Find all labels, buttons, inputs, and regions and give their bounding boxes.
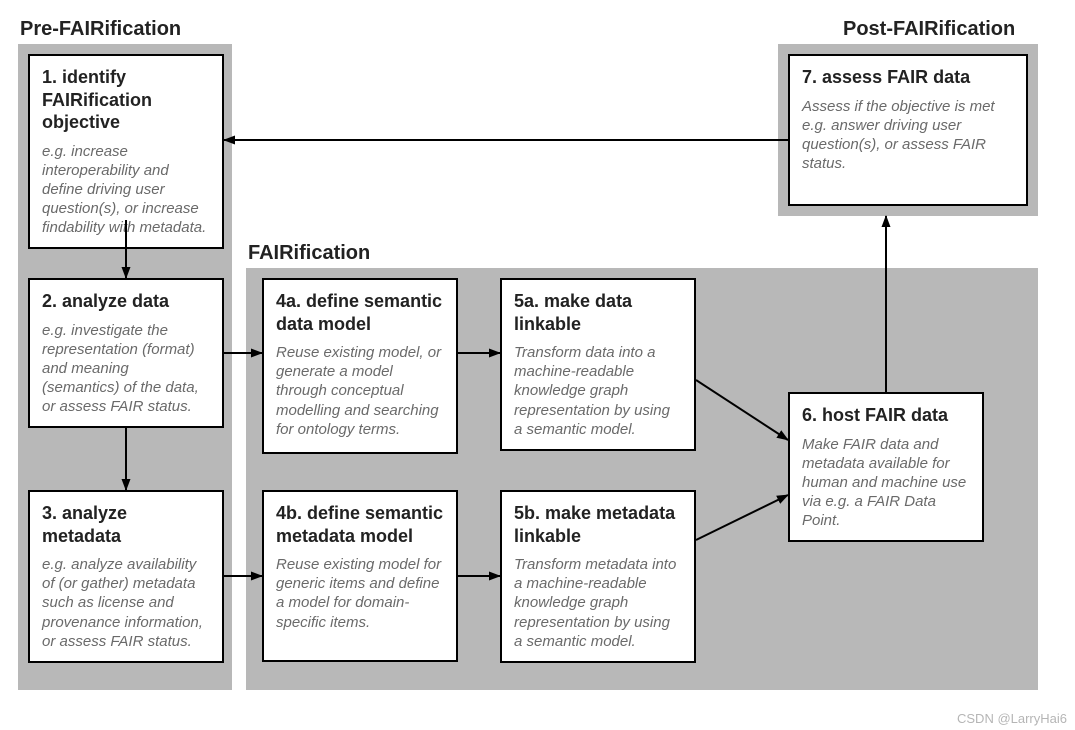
node-4b-semantic-metadata-model: 4b. define semantic metadata model Reuse…: [262, 490, 458, 662]
node-4a-semantic-data-model: 4a. define semantic data model Reuse exi…: [262, 278, 458, 454]
post-fairification-label: Post-FAIRification: [843, 18, 1015, 41]
node-desc: Assess if the objective is met e.g. answ…: [802, 97, 1014, 174]
fairification-label: FAIRification: [248, 242, 370, 265]
node-1-identify-objective: 1. identify FAIRification objective e.g.…: [28, 54, 224, 249]
node-3-analyze-metadata: 3. analyze metadata e.g. analyze availab…: [28, 490, 224, 663]
node-5b-make-metadata-linkable: 5b. make metadata linkable Transform met…: [500, 490, 696, 663]
node-desc: e.g. investigate the representation (for…: [42, 321, 210, 417]
node-desc: Transform metadata into a machine-readab…: [514, 555, 682, 651]
pre-fairification-label: Pre-FAIRification: [20, 18, 181, 41]
node-2-analyze-data: 2. analyze data e.g. investigate the rep…: [28, 278, 224, 428]
node-title: 5a. make data linkable: [514, 290, 682, 335]
node-title: 4a. define semantic data model: [276, 290, 444, 335]
node-title: 4b. define semantic metadata model: [276, 502, 444, 547]
node-title: 2. analyze data: [42, 290, 210, 313]
node-title: 7. assess FAIR data: [802, 66, 1014, 89]
node-desc: e.g. increase interoperability and defin…: [42, 142, 210, 238]
node-desc: Reuse existing model, or generate a mode…: [276, 343, 444, 439]
node-title: 1. identify FAIRification objective: [42, 66, 210, 134]
node-5a-make-data-linkable: 5a. make data linkable Transform data in…: [500, 278, 696, 451]
node-title: 3. analyze metadata: [42, 502, 210, 547]
node-title: 6. host FAIR data: [802, 404, 970, 427]
node-6-host-fair-data: 6. host FAIR data Make FAIR data and met…: [788, 392, 984, 542]
node-desc: Transform data into a machine-readable k…: [514, 343, 682, 439]
node-7-assess-fair-data: 7. assess FAIR data Assess if the object…: [788, 54, 1028, 206]
node-title: 5b. make metadata linkable: [514, 502, 682, 547]
node-desc: Make FAIR data and metadata available fo…: [802, 435, 970, 531]
node-desc: e.g. analyze availability of (or gather)…: [42, 555, 210, 651]
node-desc: Reuse existing model for generic items a…: [276, 555, 444, 632]
watermark: CSDN @LarryHai6: [957, 711, 1067, 726]
